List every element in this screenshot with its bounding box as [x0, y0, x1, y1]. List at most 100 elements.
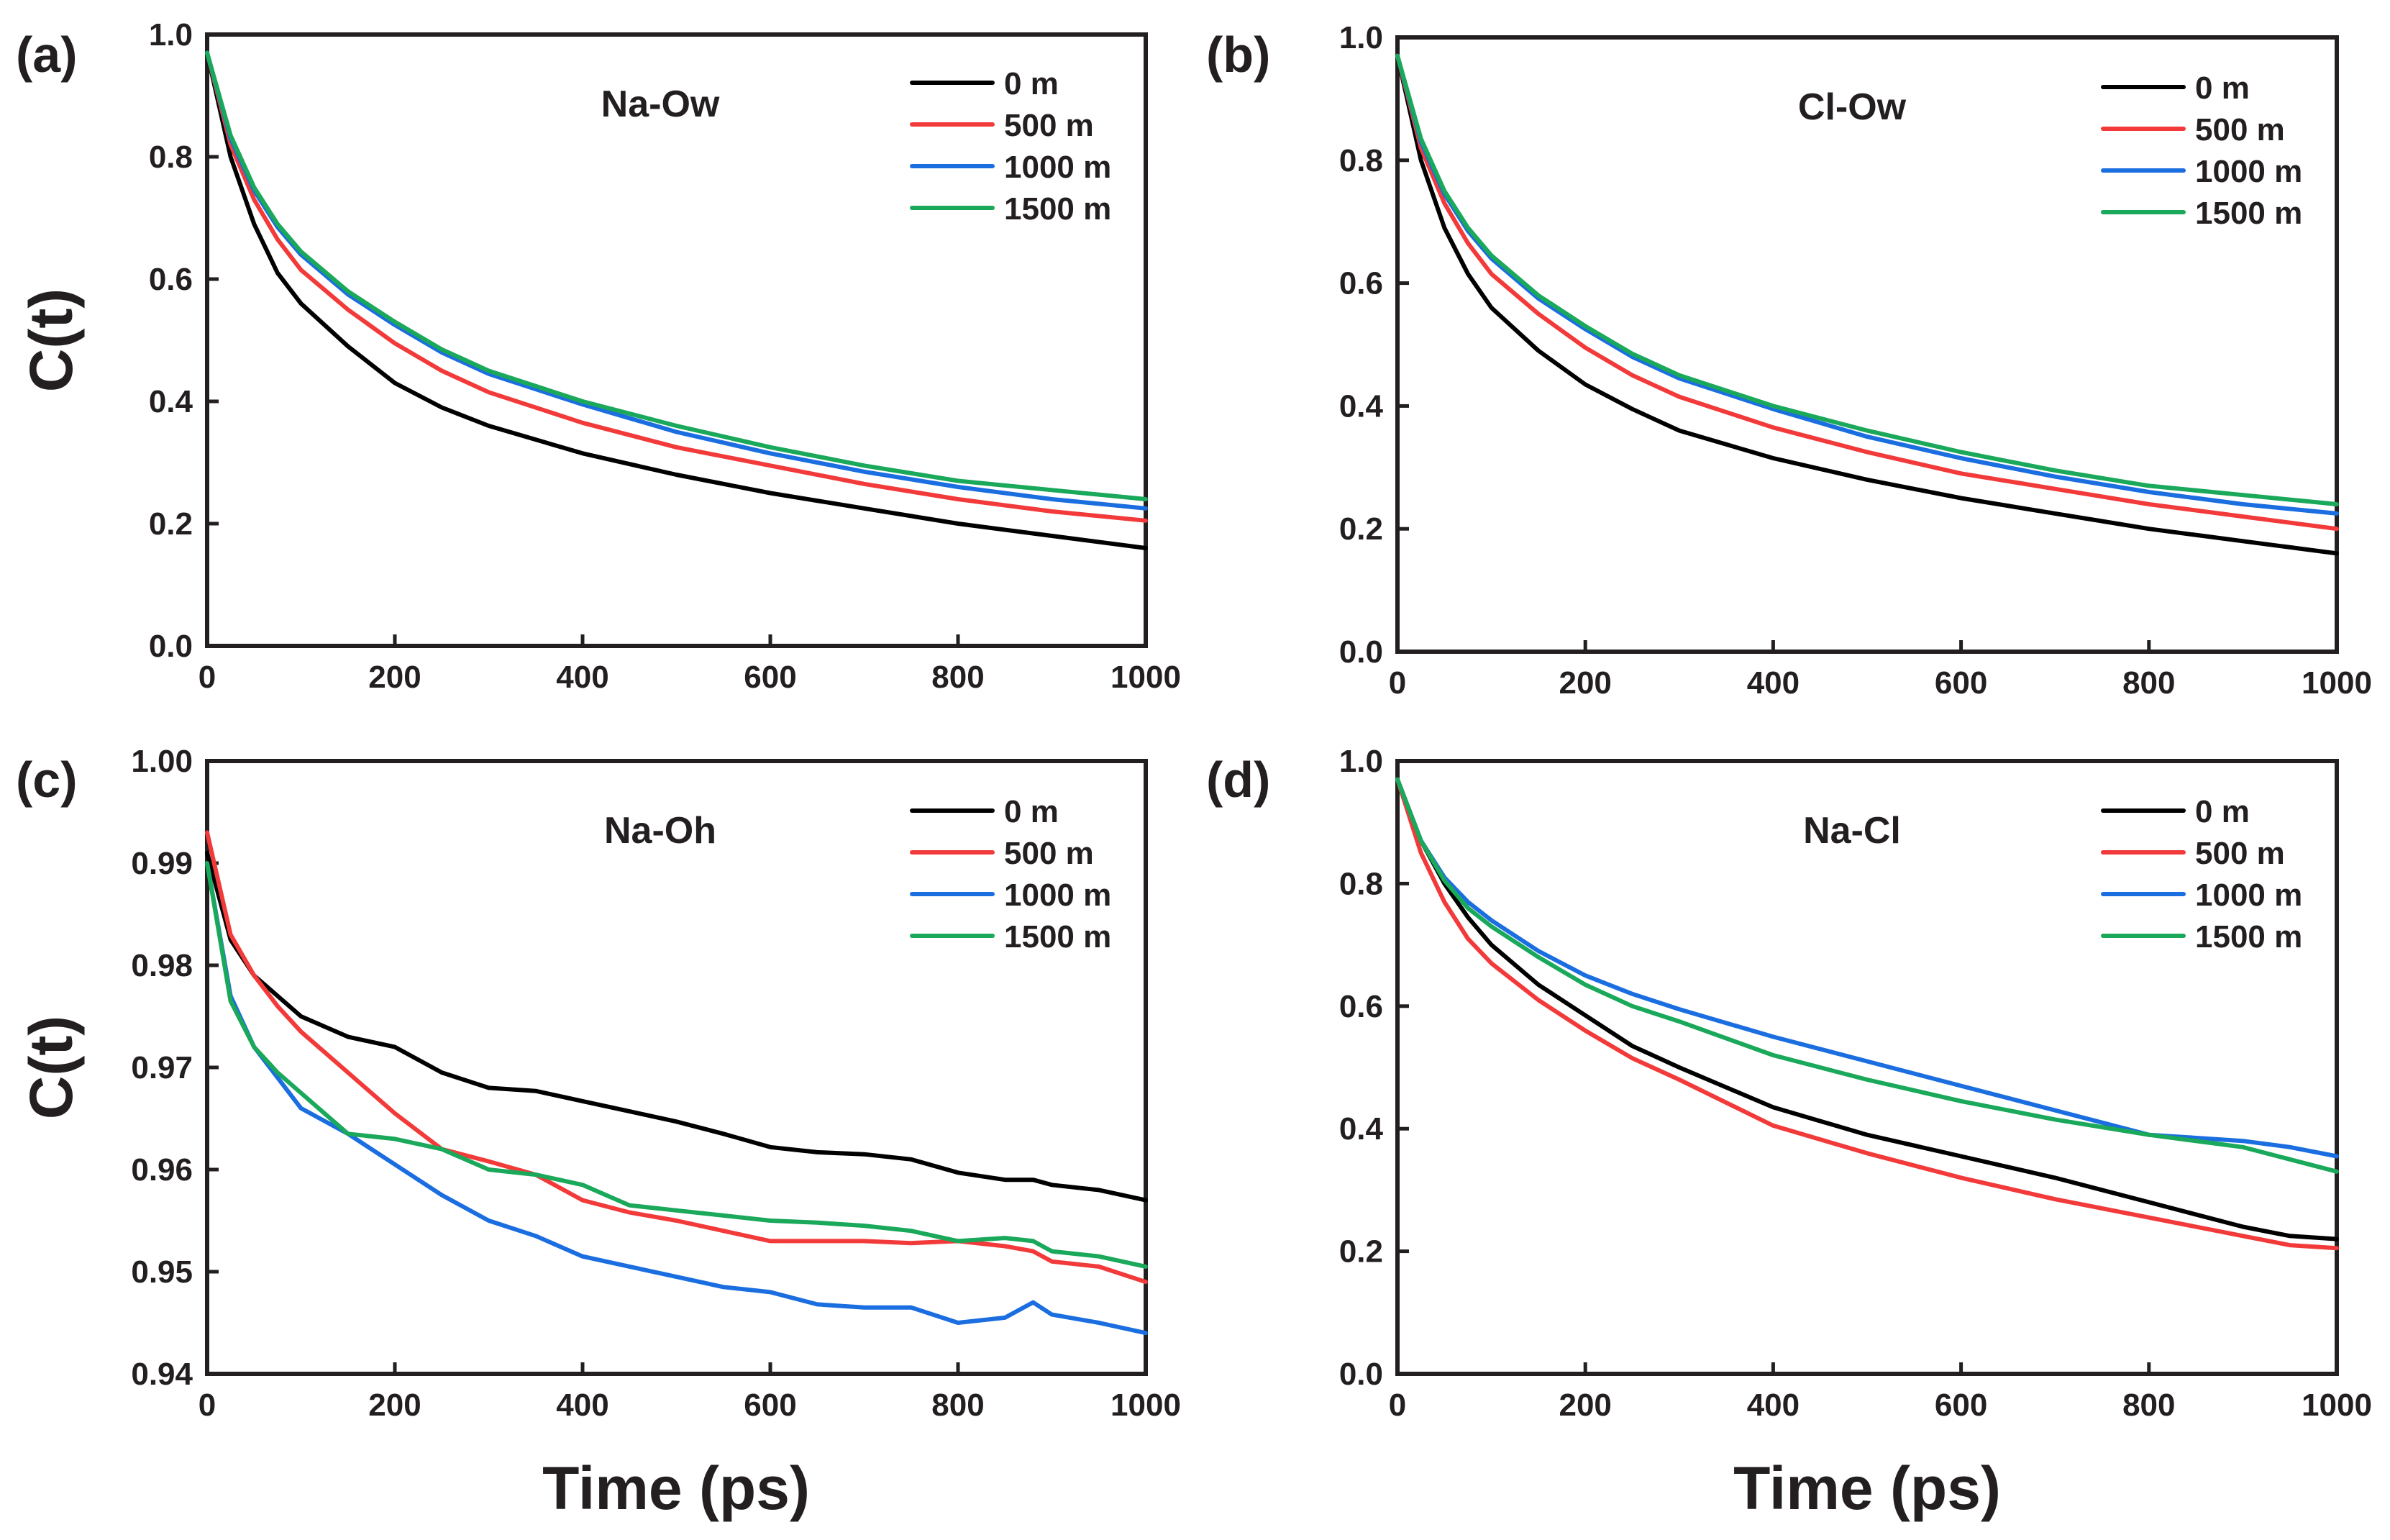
y-tick-label: 0.0 — [149, 629, 193, 664]
panel-label: (c) — [16, 752, 78, 808]
y-tick-label: 0.94 — [131, 1357, 193, 1392]
legend-entry: 1500 m — [1004, 919, 1111, 954]
legend: 0 m 500 m 1000 m 1500 m — [910, 66, 1111, 227]
series-line-1500m — [1395, 777, 2339, 1174]
panel-label: (a) — [16, 27, 78, 83]
x-tick-label: 1000 — [1110, 660, 1181, 695]
legend-entry: 500 m — [2195, 836, 2285, 871]
y-tick-label: 0.98 — [131, 948, 193, 983]
panel-c: 0 200 400 600 800 1000 0.94 0.95 0.96 0.97 0.98 0.9… — [16, 744, 1181, 1423]
series-line-500m — [1395, 53, 2339, 532]
x-tick-label: 200 — [368, 660, 421, 695]
panel-title: Na-Ow — [601, 83, 720, 125]
y-tick-label: 0.2 — [1339, 1234, 1383, 1270]
plot-frame — [205, 32, 1148, 648]
legend-entry: 1000 m — [1004, 150, 1111, 185]
x-tick-label: 800 — [931, 660, 984, 695]
panel-label: (d) — [1206, 752, 1270, 808]
series-line-1500m — [205, 861, 1148, 1269]
x-tick-label: 0 — [1389, 665, 1406, 701]
y-axis-title: C(t) — [17, 288, 85, 393]
x-tick-label: 400 — [1747, 665, 1800, 701]
series-line-1500m — [1395, 53, 2339, 506]
x-tick-label: 400 — [556, 1388, 608, 1423]
legend-entry: 0 m — [2195, 794, 2250, 829]
series-line-1500m — [205, 50, 1148, 501]
series-line-0m — [205, 50, 1148, 550]
x-tick-label: 400 — [556, 660, 608, 695]
y-tick-label: 0.4 — [149, 384, 193, 419]
y-tick-label: 0.0 — [1339, 634, 1383, 670]
y-tick-label: 0.8 — [149, 140, 193, 175]
legend-entry: 500 m — [1004, 836, 1094, 871]
legend-entry: 1000 m — [1004, 878, 1111, 913]
y-tick-label: 0.8 — [1339, 866, 1383, 901]
y-tick-label: 0.2 — [1339, 511, 1383, 547]
y-axis-title: C(t) — [17, 1016, 85, 1120]
legend-entry: 1500 m — [2195, 919, 2302, 954]
x-axis-title: Time (ps) — [1733, 1454, 2001, 1522]
legend-entry: 1500 m — [2195, 196, 2302, 231]
y-tick-label: 1.0 — [1339, 20, 1383, 55]
y-tick-label: 0.6 — [1339, 266, 1383, 301]
legend-entry: 500 m — [2195, 112, 2285, 147]
x-tick-label: 200 — [1559, 1388, 1611, 1423]
y-tick-label: 0.2 — [149, 506, 193, 542]
panel-a: 0 200 400 600 800 1000 0.0 0.2 0.4 0.6 0.8 1.0 (a) Na… — [16, 17, 1181, 695]
x-tick-label: 1000 — [2302, 1388, 2372, 1423]
y-tick-label: 0.97 — [131, 1050, 193, 1085]
y-tick-label: 1.0 — [149, 17, 193, 53]
legend: 0 m 500 m 1000 m 1500 m — [2101, 794, 2302, 954]
legend-entry: 1000 m — [2195, 154, 2302, 189]
x-tick-label: 800 — [2122, 1388, 2175, 1423]
y-tick-label: 0.4 — [1339, 388, 1384, 424]
x-tick-label: 0 — [199, 1388, 216, 1423]
y-tick-label: 1.00 — [131, 744, 193, 779]
y-tick-label: 0.8 — [1339, 143, 1383, 178]
legend-entry: 0 m — [2195, 70, 2250, 106]
series-line-500m — [205, 50, 1148, 523]
legend-entry: 0 m — [1004, 794, 1059, 829]
legend-entry: 1000 m — [2195, 878, 2302, 913]
y-tick-label: 1.0 — [1339, 744, 1383, 779]
series-line-0m — [1395, 53, 2339, 556]
series-line-500m — [205, 830, 1148, 1285]
panel-title: Cl-Ow — [1798, 86, 1907, 128]
x-tick-label: 200 — [368, 1388, 421, 1423]
panel-title: Na-Cl — [1803, 810, 1901, 852]
y-tick-label: 0.4 — [1339, 1111, 1384, 1147]
x-tick-label: 400 — [1747, 1388, 1800, 1423]
y-tick-label: 0.99 — [131, 846, 193, 881]
x-tick-label: 600 — [744, 660, 796, 695]
legend-entry: 0 m — [1004, 66, 1059, 101]
x-tick-label: 200 — [1559, 665, 1611, 701]
x-tick-label: 600 — [1935, 665, 1987, 701]
y-tick-label: 0.6 — [149, 262, 193, 297]
panel-d: 0 200 400 600 800 1000 0.0 0.2 0.4 0.6 0.8 1.0 (d) Na… — [1206, 744, 2372, 1423]
legend-entry: 500 m — [1004, 108, 1094, 143]
series-line-0m — [1395, 777, 2339, 1241]
y-tick-label: 0.96 — [131, 1152, 193, 1188]
plot-frame — [1395, 759, 2339, 1376]
x-tick-label: 800 — [931, 1388, 984, 1423]
panel-b: 0 200 400 600 800 1000 0.0 0.2 0.4 0.6 0.8 1.0 (b) Cl… — [1206, 20, 2372, 701]
plot-frame — [1395, 35, 2339, 654]
legend-entry: 1500 m — [1004, 191, 1111, 227]
legend: 0 m 500 m 1000 m 1500 m — [2101, 70, 2302, 231]
panel-title: Na-Oh — [604, 810, 716, 852]
y-tick-label: 0.6 — [1339, 989, 1383, 1024]
legend: 0 m 500 m 1000 m 1500 m — [910, 794, 1111, 954]
x-tick-label: 1000 — [2302, 665, 2372, 701]
x-tick-label: 0 — [199, 660, 216, 695]
x-tick-label: 800 — [2122, 665, 2175, 701]
panel-label: (b) — [1206, 27, 1270, 83]
series-line-500m — [1395, 777, 2339, 1251]
x-axis-title: Time (ps) — [542, 1454, 810, 1522]
x-tick-label: 600 — [744, 1388, 796, 1423]
y-tick-label: 0.95 — [131, 1254, 193, 1290]
x-tick-label: 1000 — [1110, 1388, 1181, 1423]
x-tick-label: 0 — [1389, 1388, 1406, 1423]
series-line-1000m — [205, 861, 1148, 1336]
x-tick-label: 600 — [1935, 1388, 1987, 1423]
